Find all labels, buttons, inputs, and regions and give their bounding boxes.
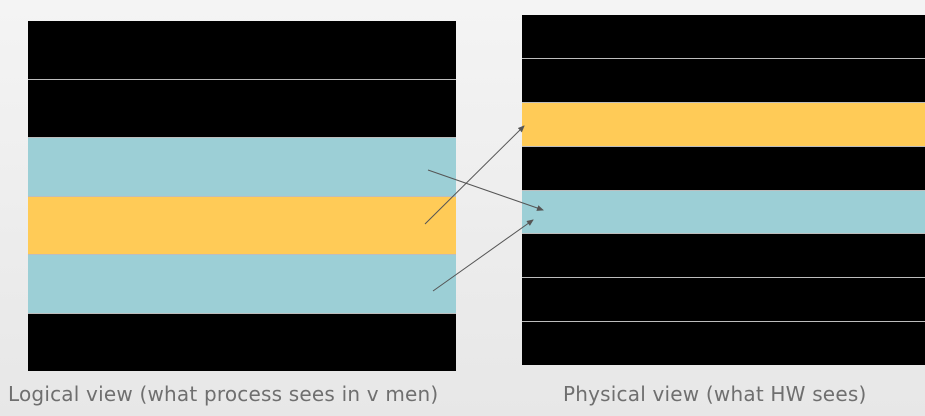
physical-memory-view <box>522 15 925 365</box>
physical-block-black <box>522 321 925 365</box>
logical-block-teal <box>28 254 456 313</box>
logical-block-black <box>28 312 456 371</box>
physical-block-black <box>522 233 925 278</box>
physical-block-black <box>522 277 925 322</box>
logical-block-black <box>28 21 456 79</box>
logical-block-teal <box>28 137 456 196</box>
physical-block-yellow <box>522 101 925 146</box>
logical-block-black <box>28 78 456 137</box>
physical-view-caption: Physical view (what HW sees) <box>563 382 867 406</box>
physical-block-black <box>522 145 925 190</box>
logical-view-caption: Logical view (what process sees in v men… <box>8 382 439 406</box>
physical-block-black <box>522 15 925 58</box>
physical-block-black <box>522 57 925 102</box>
logical-block-yellow <box>28 195 456 254</box>
physical-block-teal <box>522 189 925 234</box>
logical-memory-view <box>28 21 456 371</box>
